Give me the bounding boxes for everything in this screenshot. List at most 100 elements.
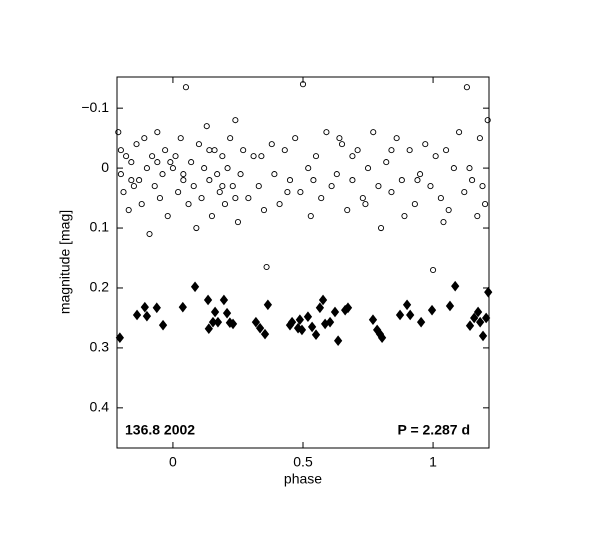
data-point <box>411 201 418 208</box>
data-point <box>292 135 299 142</box>
data-point <box>140 301 149 313</box>
data-point <box>133 141 140 148</box>
data-point <box>185 201 192 208</box>
data-point <box>297 189 304 196</box>
data-point <box>303 311 313 323</box>
y-tick-label: 0.1 <box>90 219 110 235</box>
data-point <box>156 195 163 202</box>
data-point <box>268 141 275 148</box>
data-point <box>198 195 205 202</box>
data-point <box>203 294 213 306</box>
data-point <box>263 263 270 271</box>
data-point <box>115 129 122 136</box>
data-point <box>299 81 307 88</box>
data-point <box>427 183 434 190</box>
data-point <box>398 177 405 184</box>
data-point <box>219 153 226 160</box>
data-point <box>258 153 265 160</box>
data-point <box>180 171 187 178</box>
data-point <box>377 332 387 344</box>
data-point <box>237 171 244 178</box>
data-point <box>234 218 242 226</box>
data-point <box>195 141 202 148</box>
data-point <box>175 189 182 196</box>
data-point <box>476 316 485 328</box>
data-point <box>182 84 189 91</box>
data-point <box>193 224 200 232</box>
data-point <box>154 129 161 136</box>
data-point <box>255 183 262 190</box>
data-point <box>143 165 150 172</box>
data-point <box>401 213 408 220</box>
data-point <box>177 135 184 142</box>
data-point <box>440 218 447 226</box>
data-point <box>115 332 124 344</box>
data-point <box>416 316 426 328</box>
data-point <box>430 266 437 274</box>
data-point <box>204 323 213 335</box>
data-point <box>210 306 220 318</box>
data-point <box>330 306 340 318</box>
data-point <box>120 189 127 196</box>
data-point <box>315 302 325 314</box>
data-point <box>370 129 377 136</box>
data-point <box>344 207 351 214</box>
data-point <box>123 153 130 160</box>
data-point <box>206 177 213 184</box>
data-point <box>473 306 483 318</box>
data-point <box>117 171 124 178</box>
y-axis-label: magnitude [mag] <box>57 210 73 314</box>
data-point <box>450 165 457 172</box>
y-tick-label: 0 <box>101 159 109 175</box>
y-tick-label: 0.4 <box>90 399 110 415</box>
data-point <box>482 312 491 324</box>
data-point <box>284 189 291 196</box>
data-point <box>227 135 234 142</box>
annotation: P = 2.287 d <box>397 422 470 438</box>
data-point <box>417 171 424 178</box>
data-point <box>228 318 238 330</box>
data-point <box>395 309 405 321</box>
data-point <box>276 201 283 208</box>
y-tick-label: −0.1 <box>81 99 109 115</box>
annotation: 136.8 2002 <box>125 422 195 438</box>
data-point <box>311 329 321 341</box>
data-point <box>359 195 366 202</box>
data-point <box>146 230 153 238</box>
y-tick-label: 0.3 <box>90 339 110 355</box>
data-point <box>470 312 479 324</box>
data-point <box>216 189 223 196</box>
data-point <box>323 129 330 136</box>
data-point <box>432 153 439 160</box>
data-point <box>232 117 239 124</box>
data-point <box>117 147 124 154</box>
data-point <box>213 316 223 328</box>
data-point <box>190 281 200 293</box>
data-point <box>437 195 444 202</box>
data-point <box>445 207 452 214</box>
y-tick-label: 0.2 <box>90 279 110 295</box>
data-point <box>260 207 268 214</box>
data-point <box>422 141 429 148</box>
x-tick-label: 1 <box>429 454 437 470</box>
data-point <box>451 280 460 292</box>
data-point <box>271 171 278 178</box>
data-point <box>286 177 294 184</box>
data-point <box>466 165 473 172</box>
data-point <box>172 153 179 160</box>
data-point <box>354 147 361 154</box>
data-point <box>162 147 169 154</box>
data-point <box>388 189 395 196</box>
data-point <box>463 84 470 91</box>
data-point <box>388 147 395 154</box>
data-point <box>377 224 385 232</box>
data-point <box>180 177 187 184</box>
data-point <box>132 309 142 321</box>
data-point <box>393 135 400 142</box>
data-point <box>474 213 481 220</box>
data-point <box>208 213 216 220</box>
data-point <box>445 300 455 312</box>
data-point <box>224 165 231 172</box>
